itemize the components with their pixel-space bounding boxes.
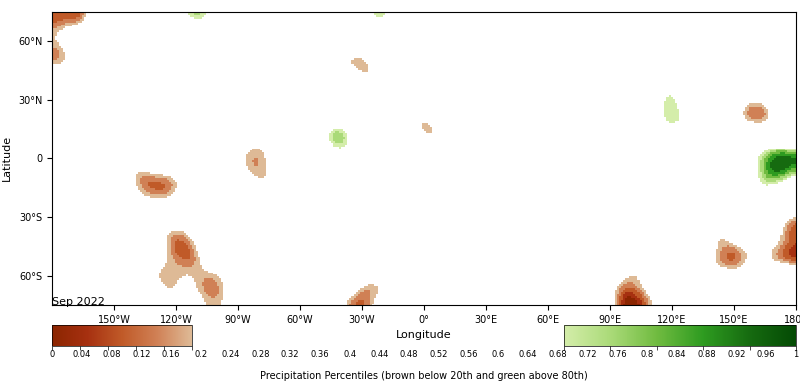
Text: 0: 0 [50, 350, 54, 359]
Text: 0.72: 0.72 [578, 350, 597, 359]
Text: 0.64: 0.64 [519, 350, 538, 359]
Text: 0.36: 0.36 [310, 350, 329, 359]
Text: 0.52: 0.52 [430, 350, 448, 359]
Text: 0.24: 0.24 [222, 350, 240, 359]
Text: 0.68: 0.68 [549, 350, 567, 359]
Text: 0.4: 0.4 [343, 350, 356, 359]
Text: 0.84: 0.84 [668, 350, 686, 359]
Text: 0.88: 0.88 [698, 350, 716, 359]
Text: Precipitation Percentiles (brown below 20th and green above 80th): Precipitation Percentiles (brown below 2… [260, 371, 588, 382]
Text: 0.96: 0.96 [757, 350, 775, 359]
Text: 1: 1 [794, 350, 798, 359]
Text: 0.92: 0.92 [727, 350, 746, 359]
Text: 0.76: 0.76 [608, 350, 626, 359]
Text: 0.12: 0.12 [132, 350, 150, 359]
Text: 0.28: 0.28 [251, 350, 270, 359]
Text: 0.04: 0.04 [73, 350, 91, 359]
Text: 0.2: 0.2 [194, 350, 207, 359]
Text: 0.56: 0.56 [459, 350, 478, 359]
X-axis label: Longitude: Longitude [396, 330, 452, 340]
Text: 0.08: 0.08 [102, 350, 121, 359]
Text: 0.44: 0.44 [370, 350, 389, 359]
Y-axis label: Latitude: Latitude [2, 135, 12, 181]
Text: 0.48: 0.48 [400, 350, 418, 359]
Text: 0.6: 0.6 [492, 350, 505, 359]
Text: 0.16: 0.16 [162, 350, 180, 359]
Text: Sep 2022: Sep 2022 [52, 297, 105, 307]
Text: 0.8: 0.8 [641, 350, 654, 359]
Text: 0.32: 0.32 [281, 350, 299, 359]
